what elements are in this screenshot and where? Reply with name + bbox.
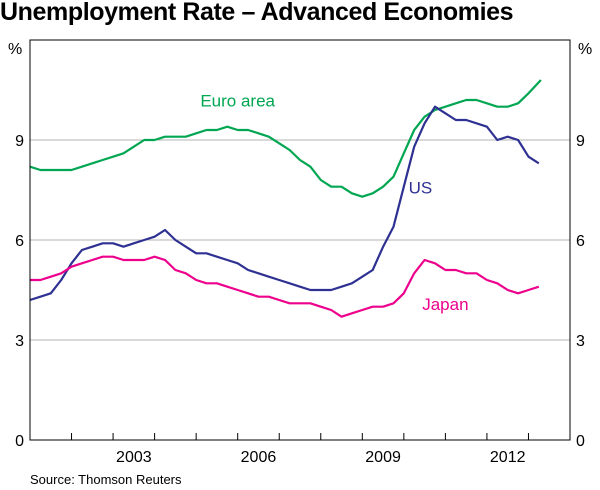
source-note: Source: Thomson Reuters (30, 472, 182, 487)
y-tick-right-3: 3 (576, 333, 585, 350)
y-tick-left-6: 6 (15, 233, 24, 250)
x-tick-label-2012: 2012 (490, 449, 526, 466)
series-label-euro-area: Euro area (200, 92, 275, 111)
y-unit-left: % (8, 41, 22, 58)
gridlines (30, 139, 570, 341)
x-tick-label-2003: 2003 (116, 449, 152, 466)
series-label-us: US (409, 178, 433, 197)
y-unit-right: % (578, 41, 592, 58)
y-tick-right-9: 9 (576, 133, 585, 150)
x-axis: 2003 2006 2009 2012 (29, 433, 571, 466)
series-line-us (29, 105, 540, 302)
y-axis: 0 0 3 3 6 6 9 9 (15, 133, 585, 450)
series-line-japan (30, 255, 540, 318)
y-tick-left-0: 0 (15, 433, 24, 450)
y-tick-right-0: 0 (576, 433, 585, 450)
series-lines (29, 79, 542, 318)
x-tick-label-2006: 2006 (241, 449, 277, 466)
series-label-japan: Japan (422, 295, 468, 314)
y-tick-right-6: 6 (576, 233, 585, 250)
series-labels: Euro area US Japan (200, 92, 468, 314)
x-tick-label-2009: 2009 (365, 449, 401, 466)
series-line-euro-area (29, 79, 542, 198)
chart-title: Unemployment Rate – Advanced Economies (0, 0, 514, 26)
y-tick-left-9: 9 (15, 133, 24, 150)
plot-frame (29, 39, 571, 441)
y-tick-left-3: 3 (15, 333, 24, 350)
